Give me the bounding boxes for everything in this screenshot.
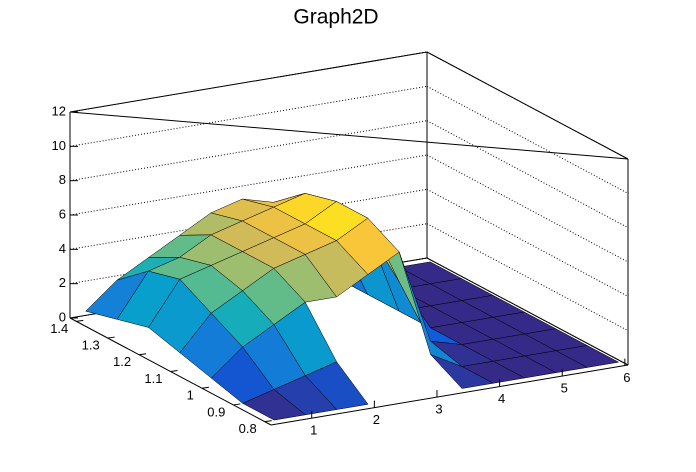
x-tick-label: 2 (373, 412, 380, 427)
grid-line (426, 188, 629, 297)
z-tick-label: 2 (59, 275, 66, 290)
z-tick-label: 6 (59, 206, 66, 221)
y-tick-label: 1.4 (50, 321, 68, 336)
grid-line (426, 51, 629, 160)
y-tick-label: 1 (187, 388, 194, 403)
grid-line (69, 188, 428, 250)
y-tick-label: 1.2 (113, 354, 131, 369)
grid-line (69, 51, 428, 113)
tick-mark (264, 420, 272, 423)
y-tick-label: 1.3 (82, 338, 100, 353)
z-tick-label: 8 (59, 172, 66, 187)
z-tick-label: 4 (59, 241, 66, 256)
surface-cell (430, 354, 495, 389)
chart-title: Graph2D (293, 6, 378, 29)
z-tick-label: 12 (52, 103, 66, 118)
grid-line (426, 223, 629, 332)
grid-line (426, 257, 629, 366)
z-tick-label: 10 (52, 138, 66, 153)
grid-line (69, 120, 428, 182)
grid-line (426, 85, 629, 194)
tick-mark (139, 353, 147, 356)
tick-mark (107, 336, 115, 339)
z-tick-label: 0 (59, 309, 66, 324)
tick-mark (201, 386, 209, 389)
y-tick-label: 1.1 (144, 371, 162, 386)
x-tick-label: 6 (623, 370, 630, 385)
grid-line (69, 154, 428, 216)
y-tick-label: 0.8 (239, 421, 257, 436)
x-tick-label: 3 (435, 402, 442, 417)
x-tick-label: 5 (561, 380, 568, 395)
grid-line (426, 120, 629, 229)
y-tick-label: 0.9 (207, 404, 225, 419)
tick-mark (233, 403, 241, 406)
surface (85, 192, 620, 421)
surface-cell (242, 389, 307, 421)
box-edge (69, 111, 629, 160)
tick-mark (76, 319, 84, 322)
grid-line (426, 154, 629, 263)
x-tick-label: 1 (310, 423, 317, 438)
y-axis (69, 317, 272, 426)
grid-line (69, 85, 428, 147)
tick-mark (170, 370, 178, 372)
box-edge (426, 51, 629, 160)
x-tick-label: 4 (498, 391, 505, 406)
x-axis (270, 364, 629, 426)
